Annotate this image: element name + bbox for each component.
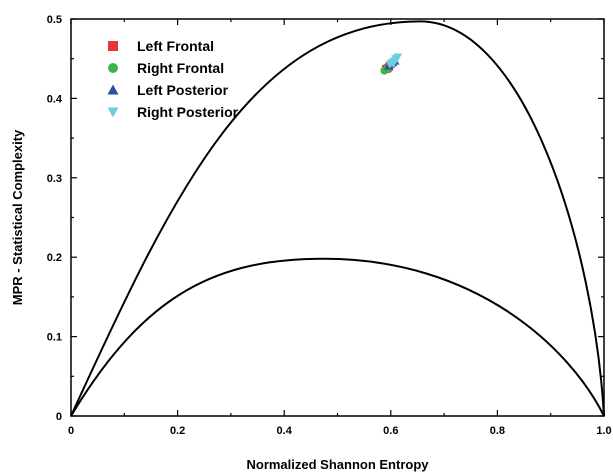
x-tick-label: 0.4 bbox=[277, 425, 293, 437]
y-axis-title: MPR - Statistical Complexity bbox=[10, 129, 25, 305]
y-tick-label: 0 bbox=[56, 411, 62, 423]
plot-frame bbox=[70, 18, 605, 417]
y-tick-label: 0.5 bbox=[47, 14, 62, 26]
legend-marker-left-frontal bbox=[108, 41, 118, 51]
y-tick-label: 0.4 bbox=[47, 93, 63, 105]
y-tick-label: 0.2 bbox=[47, 252, 62, 264]
right-posterior-point bbox=[391, 55, 400, 64]
data-points bbox=[380, 53, 403, 75]
x-tick-label: 0.8 bbox=[490, 425, 505, 437]
x-tick-label: 1.0 bbox=[596, 425, 611, 437]
x-tick-label: 0.2 bbox=[170, 425, 185, 437]
maximum-complexity-curve bbox=[70, 20, 605, 417]
plot-area bbox=[70, 18, 605, 417]
legend-marker-right-frontal bbox=[108, 63, 118, 73]
y-tick-label: 0.3 bbox=[47, 173, 62, 185]
legend: Left Frontal Right Frontal Left Posterior R… bbox=[107, 38, 239, 120]
legend-label-left-posterior: Left Posterior bbox=[137, 82, 229, 98]
legend-label-right-posterior: Right Posterior bbox=[137, 104, 239, 120]
minimum-complexity-curve bbox=[70, 257, 605, 417]
legend-marker-left-posterior bbox=[107, 84, 119, 95]
axis-ticks: 0 0.2 0.4 0.6 0.8 1.0 0 0.1 0.2 0.3 0.4 0.5 bbox=[47, 14, 612, 437]
x-tick-label: 0 bbox=[68, 425, 74, 437]
legend-marker-right-posterior bbox=[107, 107, 119, 118]
legend-label-left-frontal: Left Frontal bbox=[137, 38, 214, 54]
legend-label-right-frontal: Right Frontal bbox=[137, 60, 224, 76]
x-tick-label: 0.6 bbox=[383, 425, 398, 437]
x-axis-title: Normalized Shannon Entropy bbox=[246, 457, 429, 472]
reference-curves bbox=[70, 20, 605, 417]
y-tick-label: 0.1 bbox=[47, 332, 62, 344]
